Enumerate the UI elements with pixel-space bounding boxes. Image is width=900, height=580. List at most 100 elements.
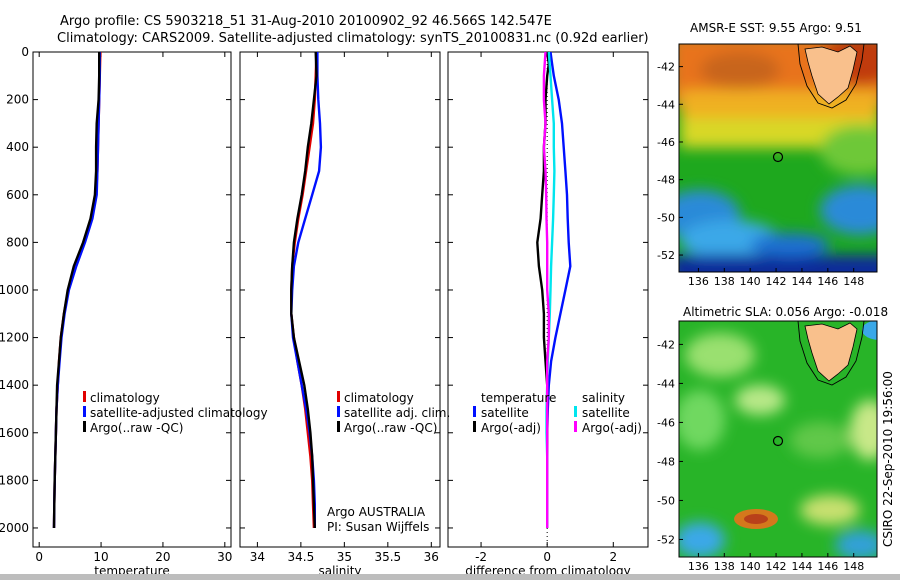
figure-title-line1: Argo profile: CS 5903218_51 31-Aug-2010 … — [60, 14, 552, 29]
x-tick-label: 34.5 — [288, 550, 315, 564]
lon-tick-label: 148 — [843, 275, 864, 288]
shelf-contour — [797, 321, 865, 386]
lat-tick-label: -44 — [657, 377, 675, 390]
depth-tick-label: 1600 — [0, 426, 29, 440]
x-tick-label: 0 — [35, 550, 43, 564]
difference-legend: temperature salinity satellite Argo(-adj… — [473, 391, 642, 435]
tasmania-land — [804, 45, 858, 105]
x-tick-label: 34 — [250, 550, 265, 564]
depth-tick-label: 0 — [21, 45, 29, 59]
legend-swatch-argo — [337, 421, 340, 432]
series-argo-raw-qc- — [52, 52, 101, 529]
x-tick-label: 2 — [609, 550, 617, 564]
sst-map-title: AMSR-E SST: 9.55 Argo: 9.51 — [690, 21, 862, 35]
lon-tick-label: 140 — [740, 560, 761, 573]
temp-legend-argo: Argo(..raw -QC) — [90, 421, 183, 435]
lat-tick-label: -52 — [657, 533, 675, 546]
legend-swatch-climatology — [83, 391, 86, 402]
legend-swatch-sal-argo — [574, 421, 577, 432]
lat-tick-label: -50 — [657, 211, 675, 224]
series-salinity-argo-adj- — [542, 51, 550, 528]
lat-tick-label: -42 — [657, 338, 675, 351]
x-tick-label: 10 — [93, 550, 108, 564]
series-argo-raw-qc- — [290, 51, 318, 529]
lon-tick-label: 136 — [688, 560, 709, 573]
x-tick-label: -2 — [475, 550, 487, 564]
lat-tick-label: -46 — [657, 416, 675, 429]
sal-legend-argo: Argo(..raw -QC) — [344, 421, 437, 435]
legend-swatch-argo — [473, 421, 476, 432]
temp-legend-satellite: satellite-adjusted climatology — [90, 406, 268, 420]
lon-tick-label: 136 — [688, 275, 709, 288]
depth-tick-label: 400 — [6, 140, 29, 154]
sla-map-frame — [678, 320, 878, 558]
legend-swatch-sal-satellite — [574, 406, 577, 417]
diff-legend-temp-argo: Argo(-adj) — [481, 421, 541, 435]
x-tick-label: 35 — [337, 550, 352, 564]
diff-legend-temp-satellite: satellite — [481, 406, 529, 420]
depth-tick-label: 1400 — [0, 378, 29, 392]
sst-map — [678, 43, 878, 273]
lat-tick-label: -50 — [657, 494, 675, 507]
depth-tick-label: 200 — [6, 93, 29, 107]
legend-swatch-satellite — [83, 406, 86, 417]
x-tick-label: 35.5 — [374, 550, 401, 564]
depth-tick-label: 600 — [6, 188, 29, 202]
x-tick-label: 20 — [155, 550, 170, 564]
salinity-annotation-line1: Argo AUSTRALIA — [327, 505, 426, 519]
shelf-contour — [797, 44, 865, 109]
legend-swatch-climatology — [337, 391, 340, 402]
diff-legend-sal-argo: Argo(-adj) — [582, 421, 642, 435]
argo-location-marker — [772, 151, 784, 163]
legend-swatch-argo — [83, 421, 86, 432]
x-tick-label: 0 — [543, 550, 551, 564]
window-bottom-edge — [0, 574, 900, 580]
legend-swatch-satellite — [473, 406, 476, 417]
salinity-plot-area — [239, 51, 441, 548]
lon-tick-label: 146 — [817, 275, 838, 288]
sla-high-anomaly-core — [744, 514, 768, 524]
temperature-plot-area — [32, 51, 232, 548]
sla-map-title: Altimetric SLA: 0.056 Argo: -0.018 — [683, 305, 888, 319]
temp-legend-climatology: climatology — [90, 391, 160, 405]
depth-tick-label: 1200 — [0, 331, 29, 345]
argo-location-marker — [772, 435, 784, 447]
depth-tick-label: 2000 — [0, 521, 29, 535]
depth-tick-label: 1000 — [0, 283, 29, 297]
sal-legend-climatology: climatology — [344, 391, 414, 405]
sla-low-anomaly — [862, 321, 877, 340]
sst-map-frame — [678, 43, 878, 273]
lat-tick-label: -46 — [657, 136, 675, 149]
lat-tick-label: -52 — [657, 249, 675, 262]
salinity-legend: climatology satellite adj. clim. Argo(..… — [337, 391, 450, 435]
lat-tick-label: -48 — [657, 174, 675, 187]
sla-map — [678, 320, 878, 558]
diff-legend-temperature-title: temperature — [481, 391, 556, 405]
map-axes: 136 138 140 142 144 146 148 -42 -44 -46 -48 -50 -52 1… — [657, 61, 864, 573]
lon-tick-label: 148 — [843, 560, 864, 573]
lat-tick-label: -42 — [657, 61, 675, 74]
lat-tick-label: -44 — [657, 98, 675, 111]
csiro-timestamp: CSIRO 22-Sep-2010 19:56:00 — [881, 371, 895, 547]
lon-tick-label: 142 — [766, 560, 787, 573]
lon-tick-label: 146 — [817, 560, 838, 573]
legend-swatch-satellite — [337, 406, 340, 417]
sal-legend-satellite: satellite adj. clim. — [344, 406, 450, 420]
x-tick-label: 30 — [217, 550, 232, 564]
depth-tick-label: 1800 — [0, 473, 29, 487]
diff-legend-salinity-title: salinity — [582, 391, 625, 405]
lon-tick-label: 140 — [740, 275, 761, 288]
lon-tick-label: 138 — [714, 275, 735, 288]
tasmania-land — [804, 322, 858, 382]
lat-tick-label: -48 — [657, 455, 675, 468]
lon-tick-label: 144 — [791, 560, 812, 573]
lon-tick-label: 144 — [791, 275, 812, 288]
depth-tick-label: 800 — [6, 235, 29, 249]
salinity-annotation-line2: PI: Susan Wijffels — [327, 520, 429, 534]
x-tick-label: 36 — [424, 550, 439, 564]
diff-legend-sal-satellite: satellite — [582, 406, 630, 420]
figure-title-line2: Climatology: CARS2009. Satellite-adjuste… — [57, 31, 649, 46]
